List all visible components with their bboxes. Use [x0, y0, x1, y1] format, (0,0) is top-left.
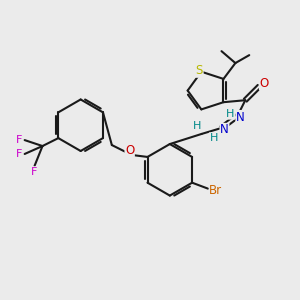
- Text: F: F: [32, 167, 38, 177]
- Text: S: S: [196, 64, 203, 77]
- Text: O: O: [125, 143, 134, 157]
- Text: N: N: [236, 111, 245, 124]
- Text: H: H: [193, 121, 201, 131]
- Text: F: F: [16, 135, 22, 145]
- Text: N: N: [220, 123, 229, 136]
- Text: Br: Br: [209, 184, 223, 197]
- Text: H: H: [209, 133, 218, 143]
- Text: O: O: [260, 77, 269, 90]
- Text: H: H: [226, 109, 235, 119]
- Text: F: F: [16, 149, 22, 159]
